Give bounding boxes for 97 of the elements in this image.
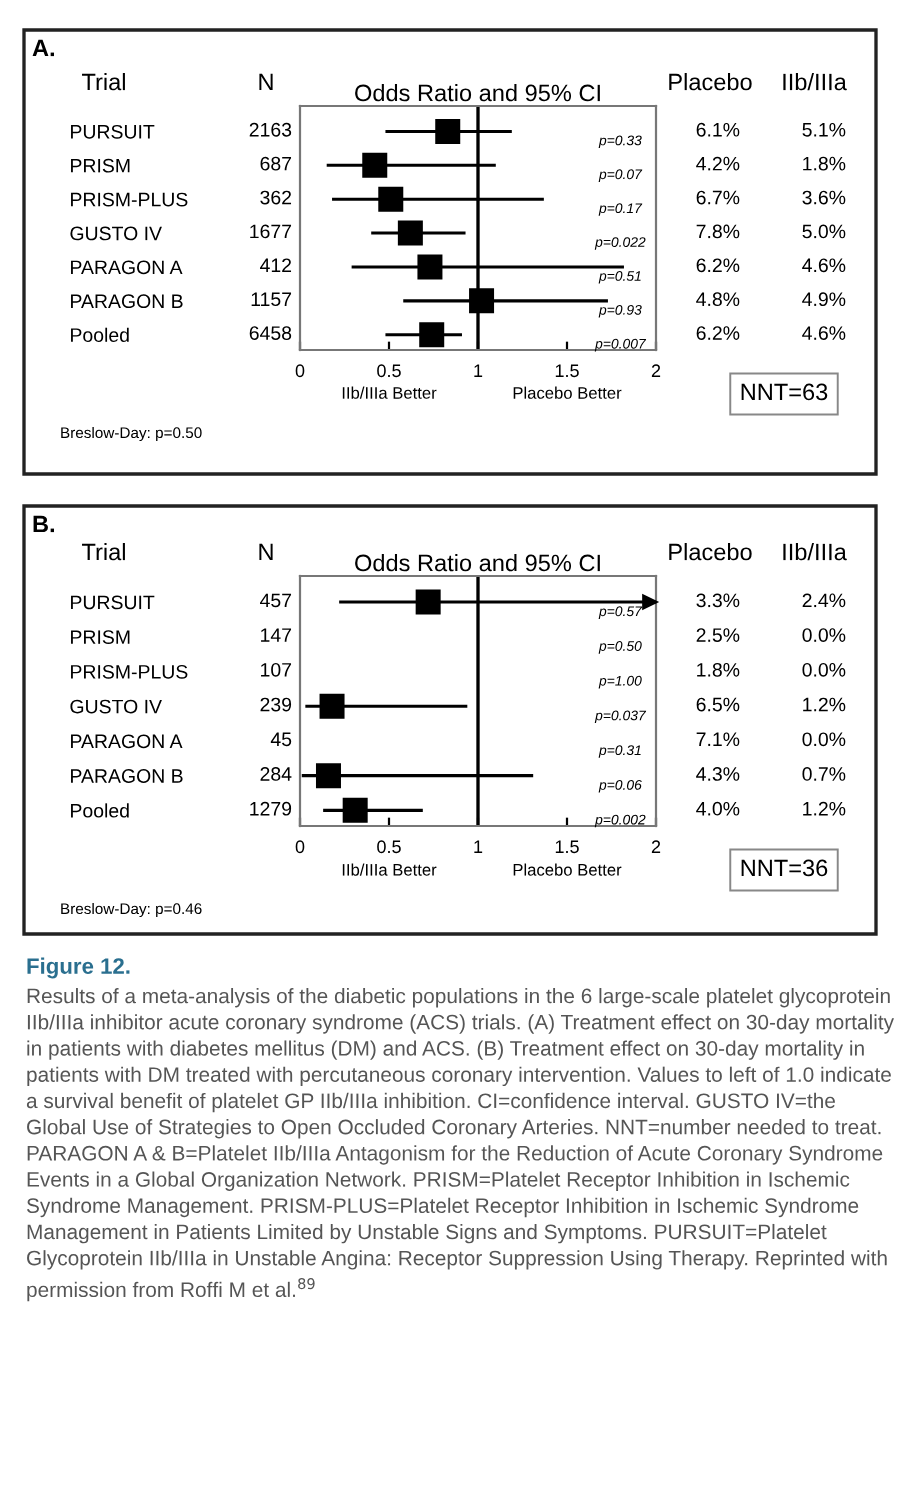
text: 7.1% xyxy=(696,732,740,747)
text: 107 xyxy=(261,662,292,677)
text: 6458 xyxy=(249,326,292,340)
y-tick-label: PARAGON A xyxy=(71,260,183,275)
text: 239 xyxy=(260,697,292,712)
text: 2163 xyxy=(249,122,292,137)
x-tick-label: 1 xyxy=(474,840,483,853)
text: 6.7% xyxy=(696,190,740,205)
point xyxy=(417,254,443,280)
text: 1677 xyxy=(250,224,292,239)
text: IIb/IIIa xyxy=(783,73,847,91)
text: 1279 xyxy=(250,801,292,816)
x-tick-label: 0.5 xyxy=(377,364,401,378)
x-tick-label: 2 xyxy=(651,840,661,853)
y-tick-label: PRISM-PLUS xyxy=(71,664,188,679)
text: 1.8% xyxy=(803,156,846,171)
point xyxy=(378,186,404,212)
x-axis-title: Odds Ratio and 95% CI xyxy=(355,83,600,102)
y-tick-label: PURSUIT xyxy=(71,124,155,139)
text: 2.4% xyxy=(802,593,846,608)
y-tick-label: PURSUIT xyxy=(71,595,155,610)
text: 3.6% xyxy=(802,190,846,205)
text: 4.3% xyxy=(696,767,740,781)
point xyxy=(342,797,368,823)
text: 4.6% xyxy=(802,258,846,273)
x-tick-label: 0.5 xyxy=(377,840,401,854)
point xyxy=(435,118,461,144)
caption: Figure 12. xyxy=(27,957,130,979)
text: 4.8% xyxy=(696,292,740,307)
x-tick-label: 1.5 xyxy=(555,840,579,854)
y-axis-title: Trial xyxy=(82,542,125,561)
text: NNT=36 xyxy=(741,859,828,877)
text: 2.5% xyxy=(696,628,740,642)
y-tick-label: Pooled xyxy=(71,327,129,342)
x-tick-label: 1 xyxy=(474,364,483,377)
y-tick-label: PARAGON A xyxy=(71,734,183,749)
text: Placebo xyxy=(669,542,752,561)
point xyxy=(415,589,441,615)
y-tick-label: PRISM-PLUS xyxy=(71,192,188,207)
text: IIb/IIIa Better xyxy=(342,386,437,399)
y-tick-label: PRISM xyxy=(71,158,130,173)
text: 6.2% xyxy=(696,326,740,340)
x-tick-label: 2 xyxy=(651,364,661,377)
x-axis-title: Odds Ratio and 95% CI xyxy=(355,553,600,572)
text: 3.3% xyxy=(696,593,740,608)
y-tick-label: GUSTO IV xyxy=(70,699,162,714)
y-tick-label: Pooled xyxy=(71,803,129,818)
x-tick-label: 1.5 xyxy=(555,364,579,378)
text: Placebo xyxy=(669,73,752,91)
text: 4.9% xyxy=(802,292,846,307)
text: 0.0% xyxy=(802,662,846,677)
text: N xyxy=(259,543,273,561)
point xyxy=(319,693,345,719)
text: 1.8% xyxy=(697,662,740,677)
text: A. xyxy=(32,39,54,57)
text: 0.0% xyxy=(802,628,846,642)
text: 687 xyxy=(260,156,292,171)
y-tick-label: PRISM xyxy=(71,630,130,644)
point xyxy=(419,322,445,348)
text: 5.0% xyxy=(802,224,846,239)
text: 0.7% xyxy=(802,767,846,781)
text: 284 xyxy=(260,767,292,781)
point xyxy=(397,220,423,246)
text: NNT=63 xyxy=(741,383,828,401)
x-tick-label: 0 xyxy=(295,364,305,378)
text: 7.8% xyxy=(696,224,740,239)
text: 1.2% xyxy=(803,801,846,816)
text: 6.5% xyxy=(696,697,740,712)
y-tick-label: PARAGON B xyxy=(71,769,183,783)
y-tick-label: GUSTO IV xyxy=(70,226,162,241)
text: 412 xyxy=(260,258,292,272)
text: 4.2% xyxy=(696,156,740,171)
text: B. xyxy=(33,515,54,533)
text: 4.0% xyxy=(696,801,740,816)
y-tick-label: PARAGON B xyxy=(71,294,183,309)
text: N xyxy=(259,73,273,91)
text: Placebo Better xyxy=(513,386,622,399)
text: 1.2% xyxy=(803,697,846,712)
text: 4.6% xyxy=(802,326,846,340)
text: 1157 xyxy=(251,292,292,307)
text: 6.1% xyxy=(696,122,740,137)
text: IIb/IIIa xyxy=(783,542,847,561)
text: Results of a meta-analysis of the diabetic populations in the 6 large-scale platelet glycoprotein IIb/IIIa inhibitor acute coronary syndrome (ACS) trials. (A) Treatment effect on 30-day mortality in patients with diabetes mellitus (DM) and ACS. (B) Treatment effect on 30-day mortality in patients with DM treated with percutaneous coronary intervention. Values to left of 1.0 indicate a survival benefit of platelet GP IIb/IIIa inhibition. CI=confidence interval. GUSTO IV=the Global Use of Strategies to Open Occluded Coronary Arteries. NNT=number needed to treat. PARAGON A & B=Platelet IIb/IIIa Antagonism for the Reduction of Acute Coronary Syndrome Events in a Global Organization Network. PRISM=Platelet Receptor Inhibition in Ischemic Syndrome Management. PRISM-PLUS=Platelet Receptor Inhibition in Ischemic Syndrome Management in Patients Limited by Unstable Signs and Symptoms. PURSUIT=Platelet Glycoprotein IIb/IIIa in Unstable Angina: Receptor Suppression Using Therapy. Reprinted with permission from Roffi M et al.$^{89}$ xyxy=(26,988,894,1302)
text: 457 xyxy=(260,593,292,608)
point xyxy=(315,763,341,789)
text: 45 xyxy=(270,732,292,747)
text: 6.2% xyxy=(696,258,740,273)
text: Placebo Better xyxy=(513,863,622,876)
y-axis-title: Trial xyxy=(82,73,125,91)
text: 5.1% xyxy=(802,122,846,137)
point xyxy=(362,152,388,178)
text: 0.0% xyxy=(802,732,846,747)
text: 147 xyxy=(261,628,292,642)
text: IIb/IIIa Better xyxy=(342,863,437,876)
point xyxy=(469,288,495,314)
text: 362 xyxy=(260,190,292,205)
x-tick-label: 0 xyxy=(295,840,305,854)
